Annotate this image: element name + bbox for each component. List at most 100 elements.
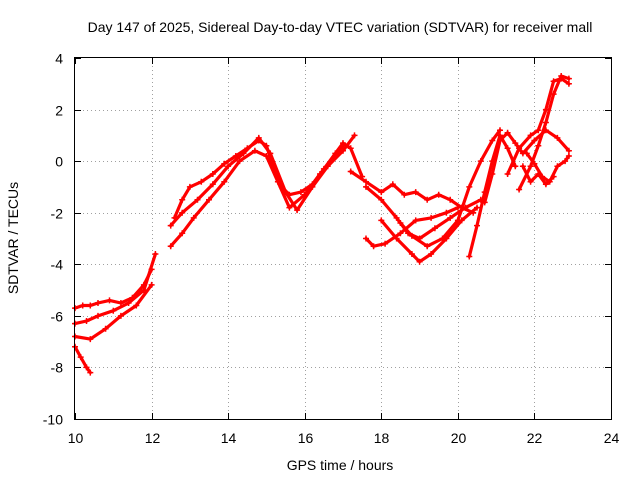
- data-point: [424, 243, 431, 250]
- data-point: [550, 173, 557, 180]
- data-point: [240, 150, 247, 157]
- x-tick-label: 14: [221, 430, 237, 446]
- data-point: [83, 318, 90, 324]
- data-point: [117, 300, 124, 306]
- data-point: [412, 189, 419, 196]
- data-point: [133, 302, 140, 309]
- data-point: [554, 134, 561, 141]
- x-tick-label: 16: [298, 430, 314, 446]
- data-point: [565, 80, 572, 87]
- data-point: [489, 171, 496, 177]
- data-point: [431, 225, 438, 232]
- data-point: [447, 214, 454, 221]
- data-point: [542, 181, 549, 188]
- grid: [75, 58, 611, 419]
- data-point: [424, 196, 431, 203]
- series-line: [379, 206, 479, 264]
- data-point: [519, 163, 526, 170]
- y-tick-label: -4: [51, 257, 64, 273]
- data-point: [527, 178, 534, 185]
- data-point: [378, 196, 385, 203]
- data-point: [443, 209, 450, 216]
- data-point: [351, 132, 358, 139]
- data-point: [79, 302, 86, 309]
- data-point: [282, 189, 289, 196]
- data-point: [454, 204, 461, 211]
- data-point: [454, 217, 461, 224]
- data-point: [416, 258, 423, 265]
- data-point: [117, 312, 124, 319]
- data-point: [516, 145, 523, 152]
- data-point: [535, 127, 542, 134]
- data-point: [542, 119, 549, 126]
- data-point: [562, 158, 569, 165]
- x-tick-label: 10: [68, 430, 84, 446]
- data-point: [340, 147, 346, 154]
- data-point: [535, 142, 542, 149]
- data-point: [466, 253, 473, 260]
- series-track-13: [466, 132, 519, 260]
- data-point: [565, 75, 572, 82]
- data-point: [190, 214, 197, 221]
- data-point: [309, 183, 316, 190]
- data-point: [477, 158, 484, 165]
- data-point: [87, 336, 94, 343]
- y-tick-label: -8: [51, 360, 64, 376]
- data-point: [531, 160, 538, 167]
- data-point: [83, 364, 90, 371]
- data-point: [167, 243, 174, 250]
- x-tick-labels: 10 12 14 16 18 20 22 24: [68, 430, 620, 446]
- y-tick-label: 2: [55, 103, 63, 119]
- data-point: [267, 150, 274, 157]
- data-point: [363, 178, 369, 185]
- data-point: [474, 204, 480, 211]
- series-line: [169, 144, 345, 248]
- data-point: [251, 147, 258, 154]
- data-point: [347, 168, 354, 175]
- data-point: [481, 199, 488, 206]
- data-point: [412, 217, 419, 224]
- data-point: [527, 132, 534, 139]
- data-point: [489, 137, 496, 144]
- y-tick-label: -10: [43, 412, 63, 428]
- data-point: [221, 160, 228, 167]
- data-point: [535, 171, 542, 177]
- series-line: [349, 169, 475, 215]
- series-track-7: [167, 132, 358, 229]
- series-track-11: [363, 204, 461, 250]
- series-line: [364, 185, 483, 241]
- series-track-6: [167, 142, 346, 250]
- data-point: [297, 189, 304, 196]
- data-point: [512, 163, 519, 170]
- series-track-16: [516, 73, 572, 193]
- data-point: [125, 300, 132, 306]
- data-point: [382, 240, 389, 247]
- data-point: [401, 191, 408, 198]
- data-point: [152, 251, 159, 257]
- data-point: [474, 222, 480, 229]
- y-tick-labels: -10 -8 -6 -4 -2 0 2 4: [43, 51, 63, 428]
- data-point: [378, 189, 385, 196]
- data-point: [527, 163, 534, 170]
- data-point: [225, 163, 232, 170]
- data-point: [286, 204, 293, 211]
- data-point: [95, 312, 101, 319]
- data-point: [397, 230, 404, 237]
- data-point: [179, 230, 186, 237]
- data-point: [408, 251, 415, 257]
- data-point: [550, 78, 557, 85]
- data-point: [435, 191, 442, 198]
- series-track-4: [72, 343, 94, 376]
- x-axis-label: GPS time / hours: [287, 457, 394, 473]
- series-line: [506, 76, 571, 176]
- data-point: [558, 73, 565, 79]
- data-point: [87, 302, 94, 309]
- data-point: [87, 369, 94, 376]
- series-track-10: [378, 204, 480, 265]
- x-tick-label: 24: [604, 430, 620, 446]
- data-point: [263, 153, 270, 159]
- series-line: [169, 133, 357, 228]
- data-point: [194, 196, 201, 203]
- data-point: [497, 137, 503, 144]
- data-point: [186, 183, 193, 190]
